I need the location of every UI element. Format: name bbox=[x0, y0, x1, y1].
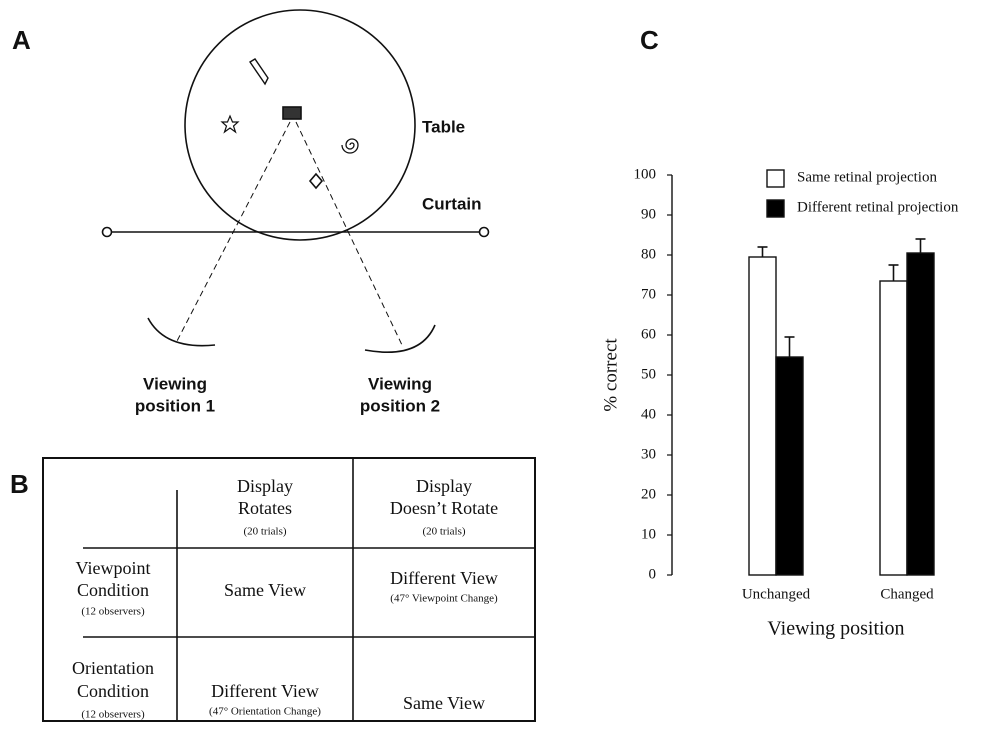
curtain-label: Curtain bbox=[422, 194, 482, 213]
position-label: Viewing bbox=[368, 374, 432, 393]
sight-line bbox=[295, 121, 403, 346]
cell-text: Doesn’t Rotate bbox=[390, 498, 498, 518]
table-border bbox=[42, 457, 536, 722]
table-label: Table bbox=[422, 117, 465, 136]
curtain-end bbox=[478, 226, 490, 238]
table-grid bbox=[42, 457, 536, 722]
star-object bbox=[220, 114, 240, 134]
cell-note: (20 trials) bbox=[422, 526, 465, 538]
curtain-end bbox=[101, 226, 113, 238]
panel-label: C bbox=[640, 25, 659, 55]
cell-note: (12 observers) bbox=[81, 709, 145, 721]
cell-note: (47° Viewpoint Change) bbox=[390, 593, 498, 605]
bar bbox=[748, 256, 777, 576]
x-axis-label: Viewing position bbox=[767, 618, 904, 640]
cell-text: Same View bbox=[224, 580, 306, 600]
legend-label: Different retinal projection bbox=[797, 199, 959, 215]
grid-object bbox=[282, 106, 302, 120]
position-label: position 1 bbox=[135, 396, 215, 415]
cell-text: Same View bbox=[403, 693, 485, 713]
y-tick-label: 30 bbox=[641, 446, 656, 462]
cell-text: Different View bbox=[211, 681, 319, 701]
viewer-arc bbox=[147, 317, 216, 347]
position-label: Viewing bbox=[143, 374, 207, 393]
legend-swatch bbox=[766, 199, 785, 218]
cell-text: Rotates bbox=[238, 498, 292, 518]
spiral-object bbox=[341, 138, 359, 154]
viewer-arc bbox=[364, 324, 436, 353]
pencil-object bbox=[249, 58, 269, 86]
x-tick-label: Changed bbox=[880, 586, 934, 602]
diamond-object bbox=[308, 172, 324, 190]
cell-text: Condition bbox=[77, 580, 149, 600]
cell-text: Display bbox=[416, 476, 472, 496]
y-tick-label: 40 bbox=[641, 406, 656, 422]
panel-label: B bbox=[10, 469, 29, 499]
table-circle bbox=[184, 9, 416, 241]
bar bbox=[879, 280, 908, 576]
cell-note: (47° Orientation Change) bbox=[209, 706, 321, 718]
cell-text: Different View bbox=[390, 568, 498, 588]
sight-line bbox=[175, 121, 291, 344]
y-tick-label: 100 bbox=[634, 166, 657, 182]
y-tick-label: 0 bbox=[649, 566, 657, 582]
bar bbox=[906, 252, 935, 576]
y-tick-label: 50 bbox=[641, 366, 656, 382]
y-tick-label: 20 bbox=[641, 486, 656, 502]
x-tick-label: Unchanged bbox=[742, 586, 811, 602]
cell-text: Orientation bbox=[72, 658, 154, 678]
y-tick-label: 90 bbox=[641, 206, 656, 222]
y-tick-label: 10 bbox=[641, 526, 656, 542]
y-tick-label: 70 bbox=[641, 286, 656, 302]
y-axis-label: % correct bbox=[600, 338, 621, 412]
cell-note: (12 observers) bbox=[81, 606, 145, 618]
cell-note: (20 trials) bbox=[243, 526, 286, 538]
cell-text: Condition bbox=[77, 681, 149, 701]
setup-diagram bbox=[101, 9, 490, 353]
panel-label: A bbox=[12, 25, 31, 55]
cell-text: Display bbox=[237, 476, 293, 496]
legend-swatch bbox=[766, 169, 785, 188]
y-tick-label: 60 bbox=[641, 326, 656, 342]
cell-text: Viewpoint bbox=[76, 558, 151, 578]
y-tick-label: 80 bbox=[641, 246, 656, 262]
bar bbox=[775, 356, 804, 576]
position-label: position 2 bbox=[360, 396, 440, 415]
legend-label: Same retinal projection bbox=[797, 169, 937, 185]
